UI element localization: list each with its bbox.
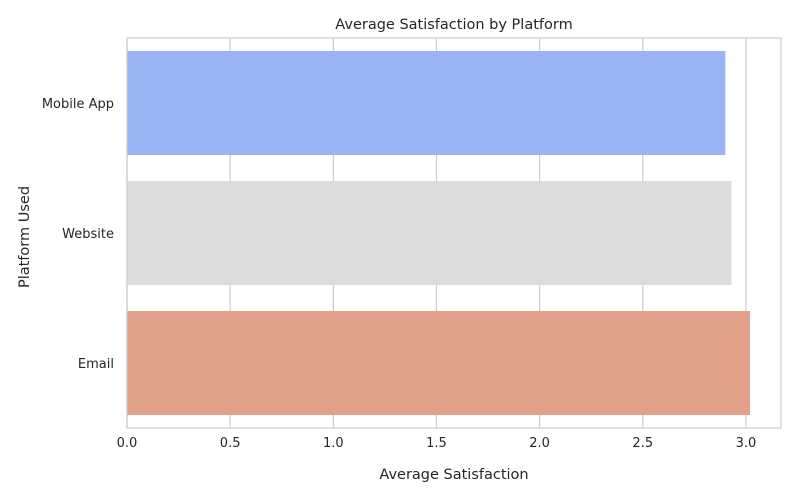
x-tick-label: 0.5 (220, 436, 241, 451)
plot-frame (126, 37, 782, 429)
x-axis-label: Average Satisfaction (379, 467, 528, 483)
x-tick-label: 3.0 (736, 436, 757, 451)
x-tick-label: 2.0 (529, 436, 550, 451)
y-tick-label: Mobile App (42, 97, 114, 112)
x-tick-label: 1.0 (323, 436, 344, 451)
bar-mobile-app (127, 51, 726, 155)
y-tick-label: Email (78, 357, 114, 372)
y-axis-label: Platform Used (17, 186, 33, 288)
bar-email (127, 311, 751, 415)
y-tick-label: Website (62, 227, 114, 242)
tick-layer: 0.0 0.5 1.0 1.5 2.0 2.5 3.0 Mobile App Website Em… (42, 97, 756, 451)
chart-title: Average Satisfaction by Platform (335, 17, 572, 33)
x-tick-label: 1.5 (426, 436, 447, 451)
bar-website (127, 181, 732, 285)
bar-layer (127, 51, 751, 415)
x-tick-label: 0.0 (117, 436, 138, 451)
x-tick-label: 2.5 (632, 436, 653, 451)
